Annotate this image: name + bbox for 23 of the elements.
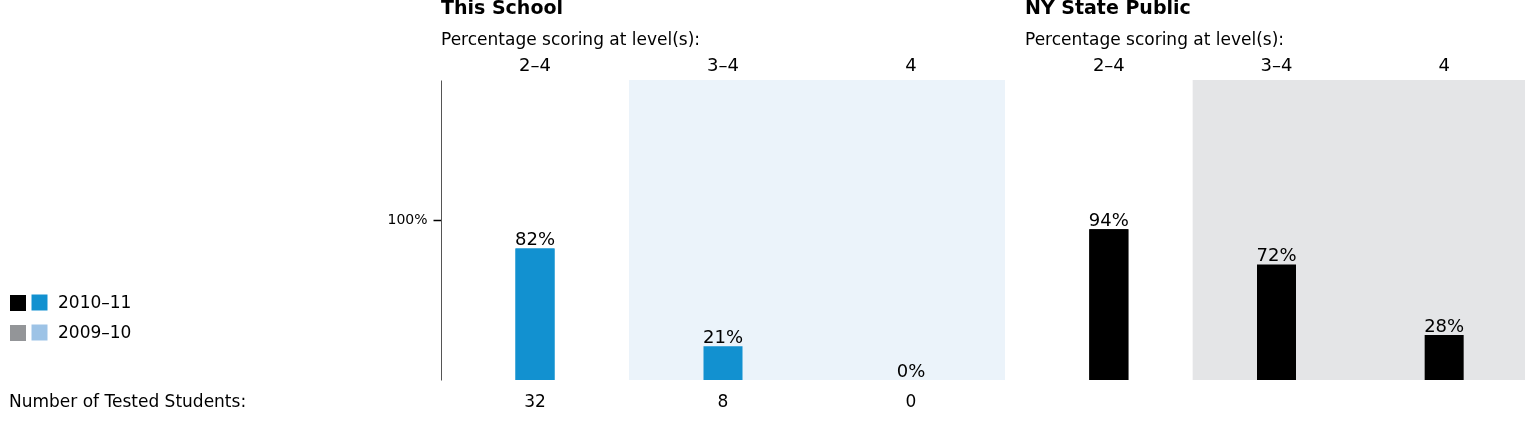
y-tick-label: 100% — [387, 211, 428, 228]
data-label: 28% — [1424, 315, 1465, 337]
text: 0 — [905, 391, 917, 411]
data-label: 94% — [1088, 209, 1129, 231]
chart-title: NY State Public — [1025, 0, 1191, 18]
chart-subtitle: Percentage scoring at level(s): — [441, 29, 701, 49]
chart-subtitle: Percentage scoring at level(s): — [1025, 29, 1285, 49]
chart-title: This School — [441, 0, 564, 18]
text: 32 — [524, 391, 546, 411]
x-tick-label: 2–4 — [519, 53, 551, 75]
legend-label: 2010–11 — [58, 291, 132, 312]
x-tick-label: 2–4 — [1092, 53, 1125, 75]
data-label: 82% — [514, 228, 556, 250]
x-tick-label: 4 — [905, 53, 917, 75]
text: 8 — [717, 391, 729, 411]
data-label: 72% — [1256, 244, 1297, 266]
data-label: 21% — [702, 326, 744, 348]
x-tick-label: 3–4 — [1260, 53, 1293, 75]
data-label: 0% — [896, 360, 926, 381]
text: Number of Tested Students: — [9, 391, 247, 411]
legend-label: 2009–10 — [58, 321, 132, 342]
x-tick-label: 3–4 — [707, 53, 739, 75]
x-tick-label: 4 — [1438, 53, 1450, 75]
